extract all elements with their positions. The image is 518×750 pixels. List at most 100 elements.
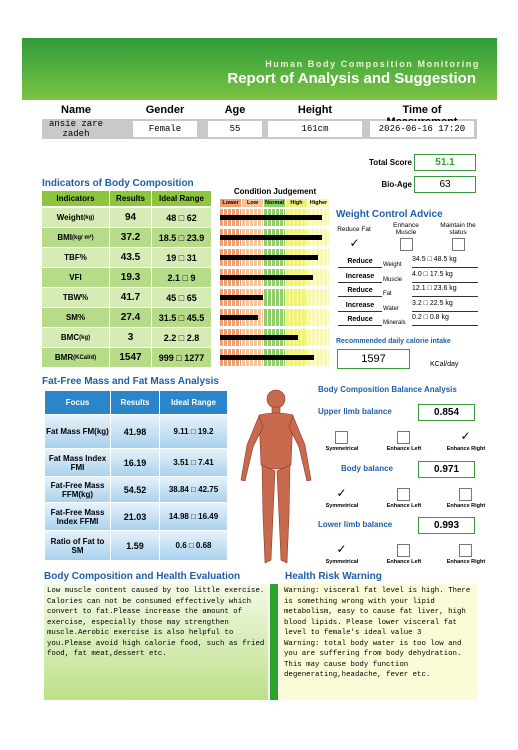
section-title: Body Composition and Health Evaluation bbox=[44, 571, 241, 582]
name: TBW% bbox=[62, 293, 89, 302]
condition-cell bbox=[308, 289, 329, 306]
focus-result: 1.59 bbox=[111, 531, 159, 560]
unit: (KCal/d) bbox=[73, 354, 97, 361]
focus-range: 0.6 □ 0.68 bbox=[160, 531, 227, 560]
header-title: Report of Analysis and Suggestion bbox=[227, 70, 476, 87]
balance-check bbox=[397, 488, 410, 501]
balance-option: Enhance Right bbox=[446, 503, 486, 509]
balance-value: 0.971 bbox=[418, 461, 475, 478]
balance-check: ✓ bbox=[336, 486, 347, 500]
indicator-name: BMC (kg) bbox=[42, 328, 109, 347]
condition-cell bbox=[308, 269, 329, 286]
focus: Fat-Free Mass FFM(kg) bbox=[45, 477, 110, 502]
condition-bar bbox=[220, 275, 313, 280]
indicator-name: BMR (KCal/d) bbox=[42, 348, 109, 367]
balance-option: Enhance Left bbox=[386, 446, 422, 452]
condition-bar bbox=[220, 335, 298, 340]
table-header: Indicators bbox=[42, 191, 109, 206]
name: BMR bbox=[54, 353, 74, 362]
indicator-range: 31.5 □ 45.5 bbox=[152, 308, 211, 327]
balance-check bbox=[459, 544, 472, 557]
focus-range: 9.11 □ 19.2 bbox=[160, 415, 227, 448]
indicator-result: 19.3 bbox=[110, 268, 151, 287]
balance-check bbox=[335, 431, 348, 444]
focus-range: 3.51 □ 7.41 bbox=[160, 449, 227, 476]
calorie-unit: KCal/day bbox=[430, 361, 459, 368]
table-header: Results bbox=[110, 191, 151, 206]
balance-check: ✓ bbox=[460, 429, 471, 443]
section-title: Indicators of Body Composition bbox=[42, 178, 194, 189]
focus-result: 41.98 bbox=[111, 415, 159, 448]
balance-option: Enhance Right bbox=[446, 446, 486, 452]
balance-label: Body balance bbox=[340, 464, 393, 473]
focus: Fat Mass FM(kg) bbox=[45, 415, 110, 448]
advice-range: 4.0 □ 17.5 kg bbox=[412, 271, 478, 283]
focus-result: 16.19 bbox=[111, 449, 159, 476]
unit: (kg) bbox=[79, 334, 91, 341]
advice-item: Minerals bbox=[383, 320, 406, 326]
condition-cell bbox=[308, 349, 329, 366]
section-title: Health Risk Warning bbox=[285, 571, 382, 582]
option-label: Reduce Fat bbox=[337, 225, 371, 233]
info-label: Age bbox=[224, 104, 246, 116]
score-label: Total Score bbox=[369, 158, 412, 167]
header-banner bbox=[22, 38, 497, 100]
level-label: High bbox=[286, 199, 307, 207]
divider bbox=[270, 584, 278, 700]
table-header: Ideal Range bbox=[152, 191, 211, 206]
evaluation-panel bbox=[44, 584, 268, 700]
balance-option: Enhance Left bbox=[386, 503, 422, 509]
indicator-name: VFI bbox=[42, 268, 109, 287]
indicator-name: BMI (kg/ m²) bbox=[42, 228, 109, 247]
name: SM% bbox=[65, 313, 86, 322]
indicator-result: 27.4 bbox=[110, 308, 151, 327]
info-label: Time of Measurement bbox=[387, 104, 458, 128]
calorie-value: 1597 bbox=[337, 349, 410, 369]
body-figure bbox=[235, 385, 317, 575]
condition-bar bbox=[220, 235, 322, 240]
condition-cell bbox=[264, 289, 285, 306]
condition-cell bbox=[264, 309, 285, 326]
focus-range: 14.98 □ 16.49 bbox=[160, 503, 227, 530]
table-header: Ideal Range bbox=[160, 391, 227, 414]
indicator-name: TBF% bbox=[42, 248, 109, 267]
condition-cell bbox=[286, 289, 307, 306]
indicator-result: 1547 bbox=[110, 348, 151, 367]
balance-option: Symmetrical bbox=[325, 559, 359, 565]
info-label: Height bbox=[297, 104, 333, 116]
indicator-name: TBW% bbox=[42, 288, 109, 307]
advice-action: Increase bbox=[338, 300, 382, 312]
table-header: Results bbox=[111, 391, 159, 414]
name: TBF% bbox=[64, 253, 87, 262]
option-label: Enhance Muscle bbox=[393, 222, 419, 236]
indicator-result: 43.5 bbox=[110, 248, 151, 267]
info-value: 55 bbox=[208, 121, 262, 137]
level-label: Lower bbox=[220, 199, 241, 207]
condition-cell bbox=[286, 309, 307, 326]
evaluation-text: Low muscle content caused by too little … bbox=[47, 587, 269, 658]
option-check bbox=[452, 238, 465, 251]
balance-check bbox=[459, 488, 472, 501]
level-label: Low bbox=[242, 199, 263, 207]
advice-item: Weight bbox=[383, 262, 402, 268]
condition-bar bbox=[220, 255, 318, 260]
indicator-result: 94 bbox=[110, 208, 151, 227]
balance-option: Enhance Left bbox=[386, 559, 422, 565]
header-subtitle: Human Body Composition Monitoring bbox=[265, 59, 480, 69]
bioage-label: Bio-Age bbox=[381, 180, 412, 189]
table-header: Focus bbox=[45, 391, 110, 414]
indicator-result: 3 bbox=[110, 328, 151, 347]
name: BMI bbox=[57, 233, 72, 242]
level-label: Normal bbox=[264, 199, 285, 207]
advice-item: Muscle bbox=[383, 276, 403, 283]
unit: (kg/ m²) bbox=[72, 234, 94, 241]
balance-label: Lower limb balance bbox=[318, 520, 393, 529]
indicator-range: 48 □ 62 bbox=[152, 208, 211, 227]
level-label: Higher bbox=[308, 199, 329, 207]
indicator-name: SM% bbox=[42, 308, 109, 327]
indicator-range: 2.1 □ 9 bbox=[152, 268, 211, 287]
condition-bar bbox=[220, 295, 263, 300]
condition-cell bbox=[308, 309, 329, 326]
indicator-range: 45 □ 65 bbox=[152, 288, 211, 307]
warning-panel bbox=[280, 584, 478, 700]
